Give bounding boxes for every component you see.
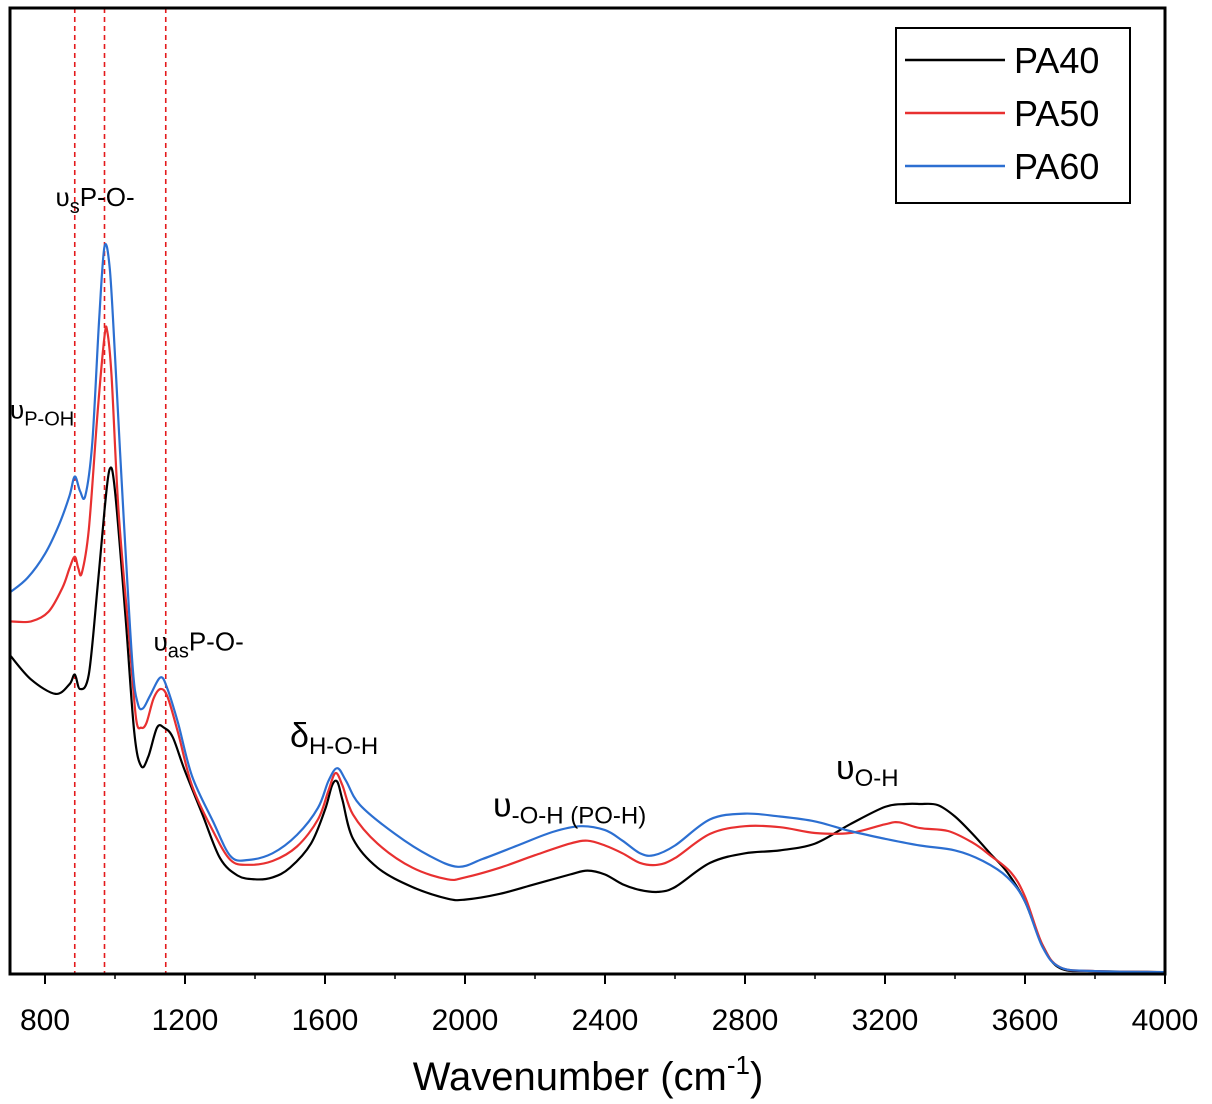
series-line-pa40 <box>9 466 1166 974</box>
x-tick-label-2400: 2400 <box>572 1004 639 1037</box>
legend: PA40 PA50 PA60 <box>895 27 1131 204</box>
x-axis-label: Wavenumber (cm-1) <box>413 1050 764 1099</box>
reference-lines <box>73 8 167 974</box>
x-axis-ticks: 800 1200 1600 2000 2400 2800 3200 3600 4000 <box>20 974 1198 1037</box>
series-group <box>9 243 1166 974</box>
annotation-hoh: δH-O-H <box>290 717 378 760</box>
annotation-p-oh: υP-OH <box>10 395 74 431</box>
legend-label-pa60: PA60 <box>1014 146 1099 187</box>
plot-frame <box>8 6 1167 976</box>
annotation-as-po: υasP-O- <box>154 626 244 662</box>
x-tick-label-1200: 1200 <box>152 1004 219 1037</box>
legend-label-pa50: PA50 <box>1014 93 1099 134</box>
x-tick-label-4000: 4000 <box>1132 1004 1199 1037</box>
x-tick-label-3600: 3600 <box>992 1004 1059 1037</box>
peak-annotations: υP-OH υsP-O-υasP-O-δH-O-H υ-O-H (PO-H) υO-H <box>10 182 899 830</box>
annotation-s-po: υsP-O- <box>56 182 135 218</box>
annotation-po-h: υ-O-H (PO-H) <box>493 787 646 830</box>
series-line-pa50 <box>9 325 1166 974</box>
series-line-pa60 <box>9 243 1166 974</box>
x-tick-label-2800: 2800 <box>712 1004 779 1037</box>
x-tick-label-2000: 2000 <box>432 1004 499 1037</box>
legend-label-pa40: PA40 <box>1014 40 1099 81</box>
annotation-o-h: υO-H <box>836 749 899 792</box>
x-tick-label-1600: 1600 <box>292 1004 359 1037</box>
legend-box <box>895 27 1131 204</box>
x-tick-label-3200: 3200 <box>852 1004 919 1037</box>
x-tick-label-800: 800 <box>20 1004 70 1037</box>
